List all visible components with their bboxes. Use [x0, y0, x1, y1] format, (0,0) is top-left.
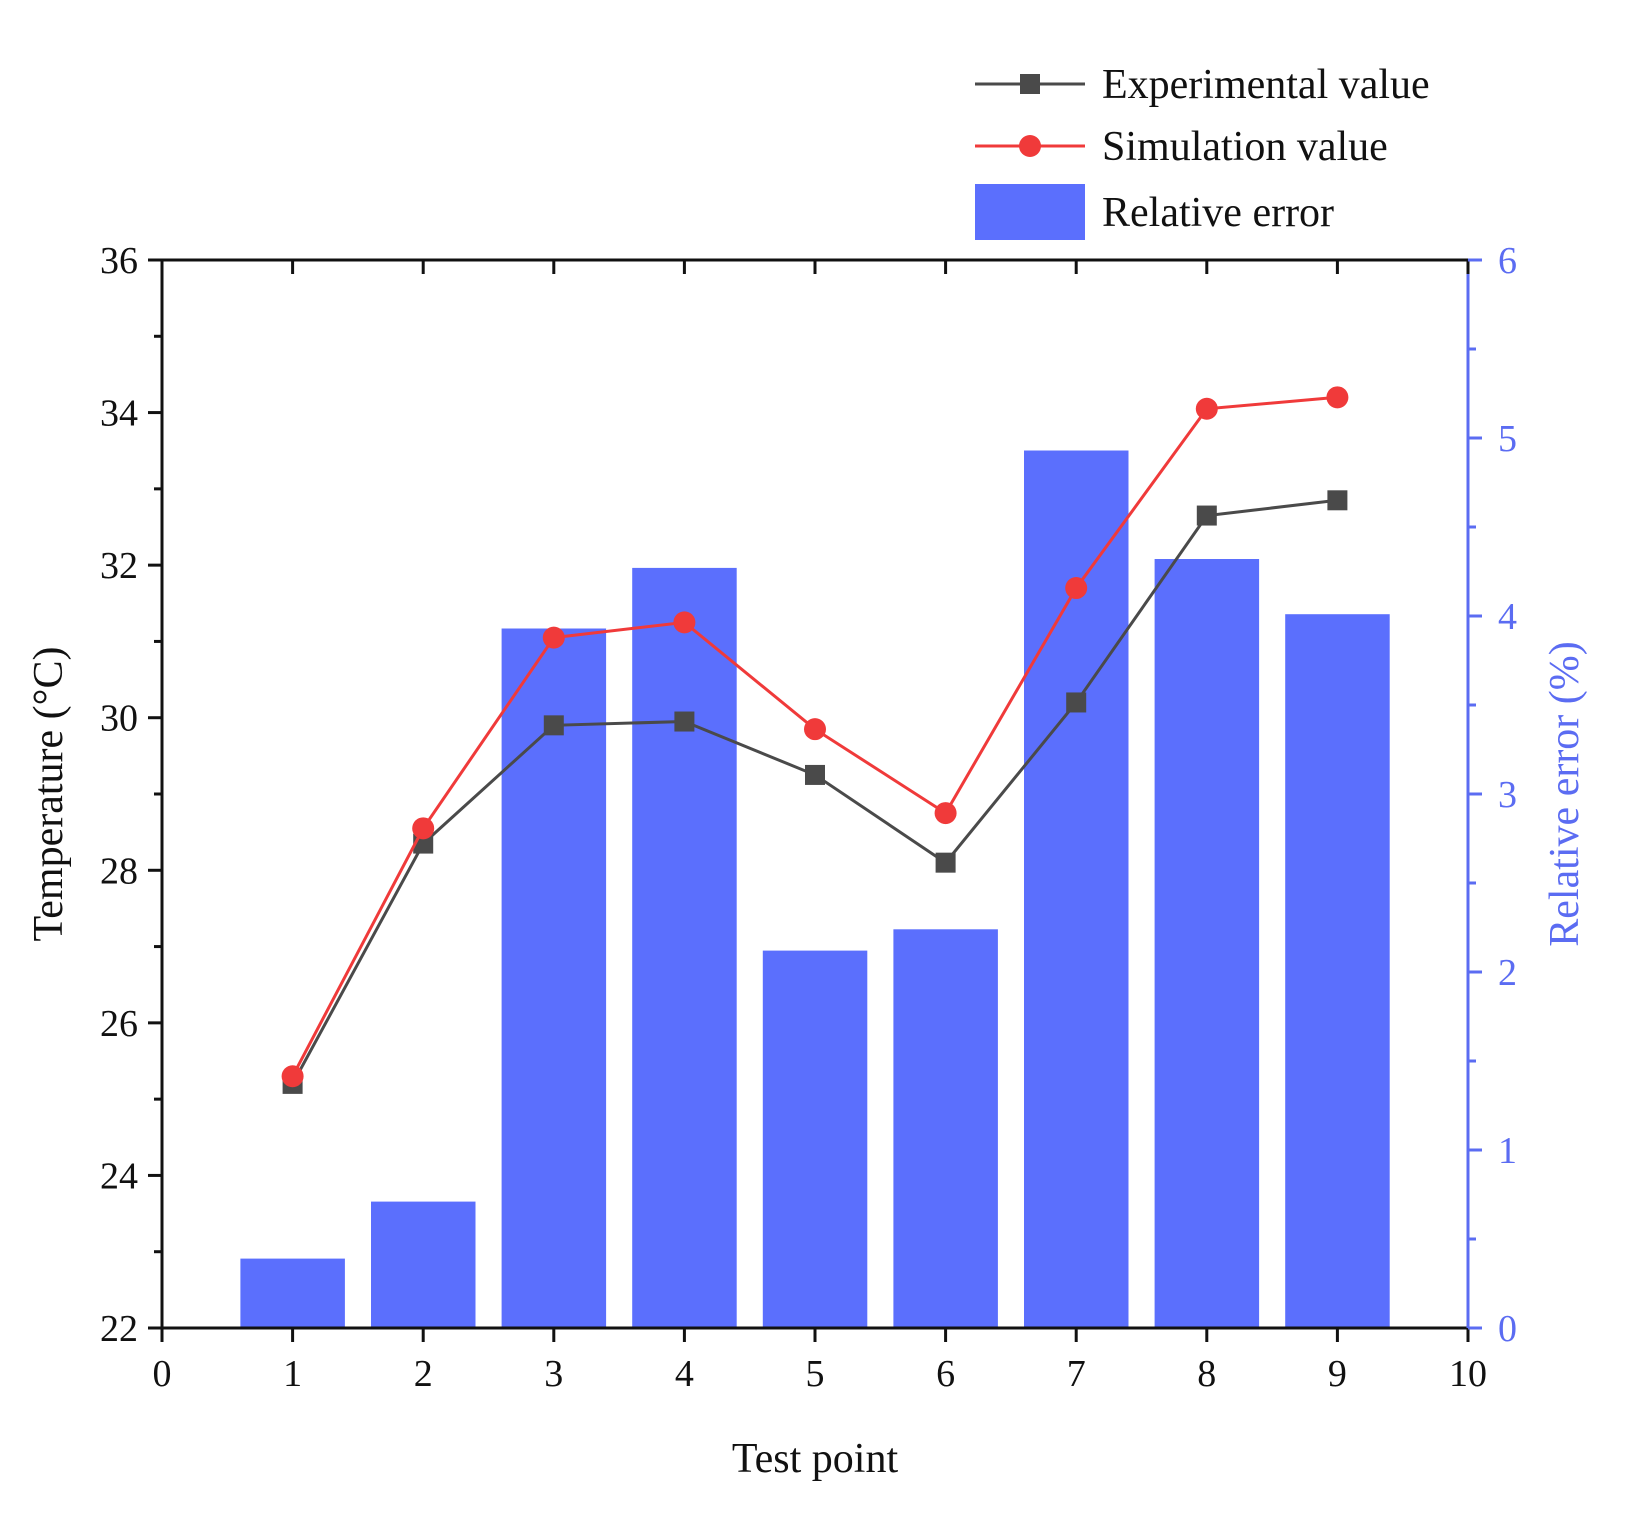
y-tick-label: 24 [100, 1155, 138, 1197]
y2-axis-title: Relative error (%) [1542, 641, 1588, 947]
bar-relative-error-8 [1154, 559, 1260, 1328]
y2-tick-label: 5 [1498, 418, 1517, 460]
x-tick-label: 6 [936, 1353, 955, 1395]
x-tick-label: 4 [675, 1353, 694, 1395]
y-axis-title: Temperature (°C) [26, 647, 72, 942]
axes-layer: 0 1 2 3 4 5 6 7 8 9 1022242628303234360123456Test … [26, 240, 1588, 1482]
simulation-value-point [673, 611, 696, 634]
simulation-value-point [1326, 386, 1349, 409]
x-tick-label: 7 [1067, 1353, 1086, 1395]
legend-label-relative-error: Relative error [1102, 190, 1334, 236]
simulation-value-point [412, 817, 435, 840]
y-tick-label: 30 [100, 698, 138, 740]
simulation-value-point [934, 802, 957, 825]
experimental-value-point [1066, 692, 1087, 713]
y-tick-label: 28 [100, 850, 138, 892]
legend: Experimental value Simulation value Relati… [975, 62, 1430, 240]
bar-relative-error-3 [501, 628, 607, 1328]
y-tick-label: 22 [100, 1308, 138, 1350]
lines-layer [281, 386, 1349, 1094]
bar-relative-error-5 [762, 950, 868, 1328]
x-tick-label: 9 [1328, 1353, 1347, 1395]
x-tick-label: 5 [806, 1353, 825, 1395]
x-tick-label: 0 [153, 1353, 172, 1395]
bar-relative-error-9 [1285, 614, 1390, 1328]
y2-tick-label: 0 [1498, 1308, 1517, 1350]
experimental-value-point [805, 764, 825, 785]
simulation-value-point [542, 626, 565, 649]
x-axis-title: Test point [732, 1436, 899, 1482]
simulation-value-point [1195, 397, 1218, 420]
y2-tick-label: 4 [1498, 596, 1517, 638]
y2-tick-label: 2 [1498, 952, 1517, 994]
bars-layer [240, 450, 1390, 1328]
x-tick-label: 8 [1197, 1353, 1216, 1395]
x-tick-label: 2 [414, 1353, 433, 1395]
bar-relative-error-6 [893, 929, 998, 1328]
simulation-value-point [1065, 577, 1088, 600]
y2-tick-label: 6 [1498, 240, 1517, 282]
experimental-value-point [1327, 490, 1348, 511]
y2-tick-label: 1 [1498, 1130, 1517, 1172]
simulation-value-point [804, 718, 826, 741]
bar-relative-error-4 [632, 567, 737, 1328]
y-tick-label: 36 [100, 240, 138, 282]
experimental-value-point [1196, 505, 1217, 526]
legend-swatch-relative-error [975, 184, 1085, 240]
legend-marker-experimental-value [1020, 74, 1040, 94]
y-tick-label: 32 [100, 545, 138, 587]
x-tick-label: 3 [544, 1353, 563, 1395]
experimental-value-point [674, 711, 695, 732]
legend-label-experimental-value: Experimental value [1102, 62, 1430, 108]
experimental-value-point [543, 715, 564, 736]
legend-label-simulation-value: Simulation value [1102, 124, 1388, 170]
legend-marker-simulation-value [1019, 135, 1041, 157]
y2-tick-label: 3 [1498, 774, 1517, 816]
bar-relative-error-1 [240, 1258, 345, 1328]
experimental-value-point [935, 852, 956, 873]
x-tick-label: 10 [1449, 1353, 1487, 1395]
simulation-value-point [281, 1065, 304, 1088]
y-tick-label: 26 [100, 1003, 138, 1045]
x-tick-label: 1 [283, 1353, 302, 1395]
bar-relative-error-2 [371, 1201, 476, 1328]
y-tick-label: 34 [100, 393, 138, 435]
